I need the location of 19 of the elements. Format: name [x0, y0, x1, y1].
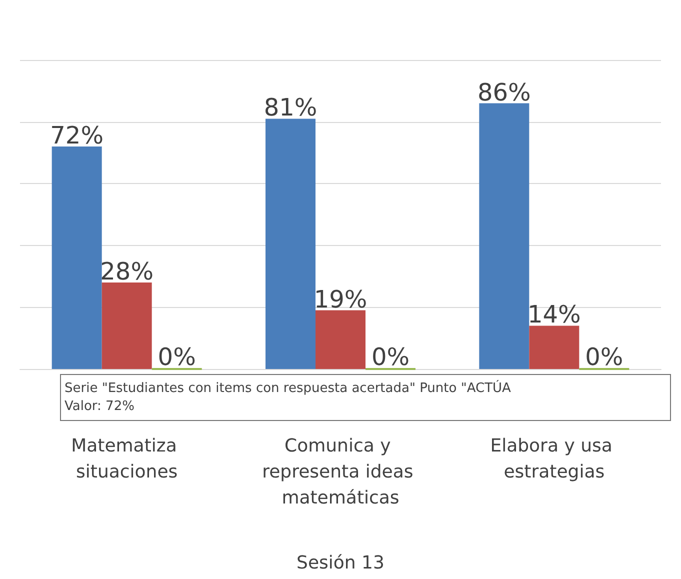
bar — [529, 326, 580, 369]
bar — [316, 310, 366, 369]
x-tick-label: Comunica y representa ideas matemáticas — [262, 436, 419, 508]
data-label: 81% — [264, 94, 318, 122]
x-axis-title: Sesión 13 — [296, 552, 384, 574]
data-label: 19% — [314, 285, 368, 314]
bar — [479, 103, 530, 369]
data-label: 0% — [371, 343, 410, 371]
data-label: 72% — [50, 122, 104, 150]
bar — [52, 146, 102, 369]
x-tick-label: Elabora y usa estrategias — [490, 436, 618, 482]
bar — [102, 282, 152, 369]
data-label: 0% — [158, 343, 196, 371]
data-label: 0% — [585, 343, 624, 371]
text: Serie "Estudiantes con items con respuesta acertada" Punto "ACTÚA Valor: 72% — [64, 379, 512, 414]
bar — [266, 118, 316, 369]
data-label: 14% — [527, 300, 581, 329]
data-label: 86% — [477, 78, 531, 106]
x-tick-label: Matematiza situaciones — [71, 436, 183, 482]
